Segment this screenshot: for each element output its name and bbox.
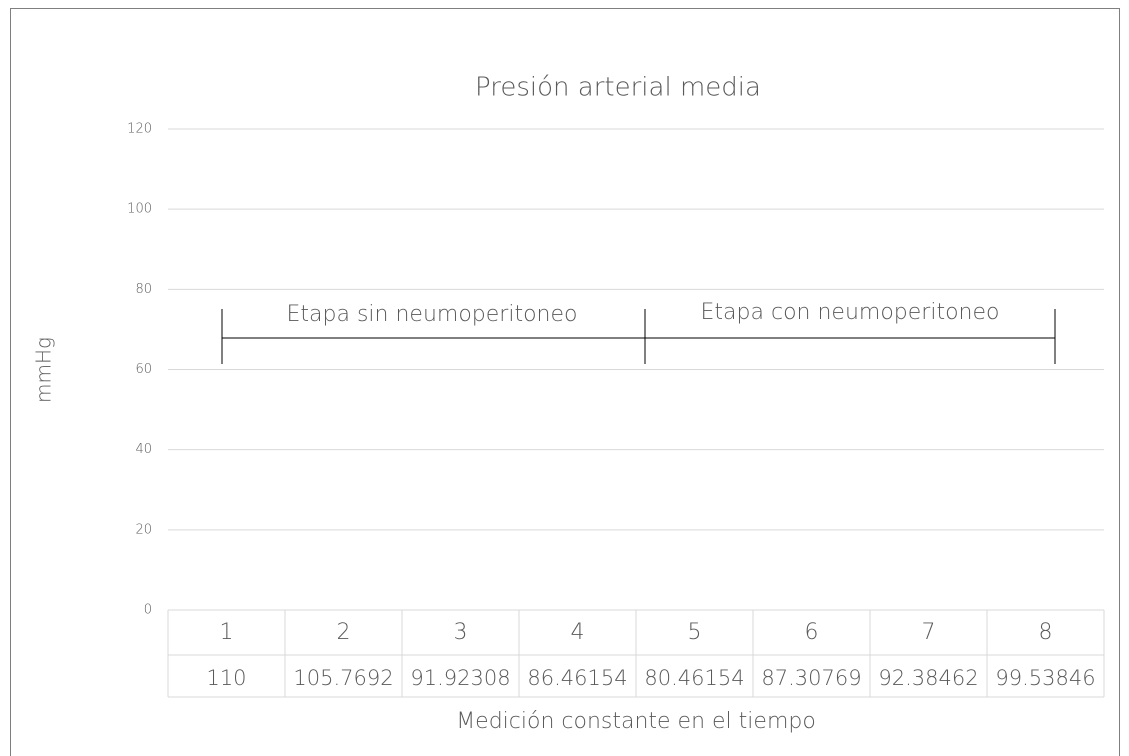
x-tick-label: 5 xyxy=(688,620,702,645)
annotation: Etapa con neumoperitoneo xyxy=(701,300,1000,325)
table-value: 92.38462 xyxy=(878,666,978,690)
x-tick-label: 1 xyxy=(220,620,234,645)
table-value: 99.53846 xyxy=(995,666,1095,690)
y-tick-label: 100 xyxy=(127,202,152,217)
y-tick-label: 120 xyxy=(127,122,152,137)
y-tick-label: 80 xyxy=(135,282,152,297)
stage-brackets xyxy=(221,309,1056,364)
chart-frame xyxy=(10,8,1120,756)
annotation: Etapa sin neumoperitoneo xyxy=(287,302,578,327)
table-value: 105.7692 xyxy=(293,666,393,690)
x-tick-label: 8 xyxy=(1039,620,1053,645)
x-axis-label: Medición constante en el tiempo xyxy=(456,709,816,734)
table-value: 87.30769 xyxy=(761,666,861,690)
x-tick-label: 2 xyxy=(337,620,351,645)
x-tick-label: 7 xyxy=(922,620,936,645)
table-value: 110 xyxy=(206,666,246,690)
table-value: 91.92308 xyxy=(410,666,510,690)
y-axis-label: mmHg xyxy=(32,337,56,403)
table-value: 80.46154 xyxy=(644,666,744,690)
x-tick-label: 4 xyxy=(571,620,585,645)
y-tick-label: 20 xyxy=(135,522,152,537)
y-tick-label: 60 xyxy=(135,362,152,377)
y-tick-label: 0 xyxy=(144,603,152,618)
y-tick-label: 40 xyxy=(135,442,152,457)
x-tick-label: 3 xyxy=(454,620,468,645)
chart-title: Presión arterial media xyxy=(475,73,761,103)
x-tick-label: 6 xyxy=(805,620,819,645)
table-value: 86.46154 xyxy=(527,666,627,690)
